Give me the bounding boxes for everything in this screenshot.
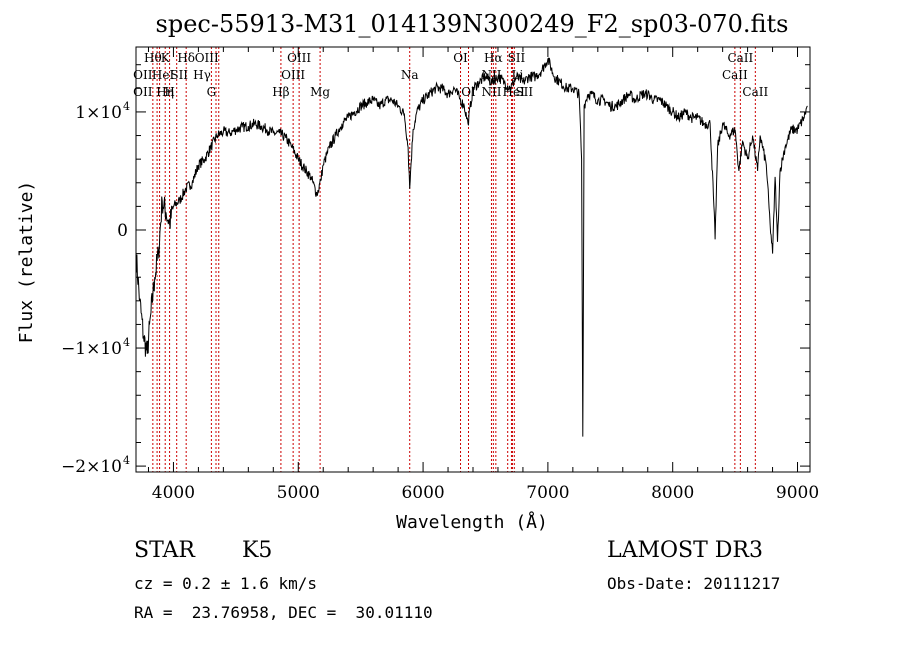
spectral-line-label: OIII (287, 51, 311, 65)
spectral-line-label: Hα (484, 51, 503, 65)
y-tick-label: 0 (117, 221, 128, 241)
spectral-line-markers (152, 47, 756, 472)
spectral-line-label: H (164, 85, 174, 99)
spectrum-series-line (135, 57, 808, 437)
spectral-line-label: Hη (156, 85, 174, 99)
x-tick-label: 9000 (776, 483, 819, 503)
spectral-line-label: Mg (310, 85, 330, 99)
spectral-line-label: OII (133, 68, 153, 82)
spectral-line-label: HeI (152, 68, 175, 82)
object-subclass: K5 (242, 538, 273, 563)
chart-title: spec-55913-M31_014139N300249_F2_sp03-070… (156, 10, 789, 38)
y-tick-exponent: 4 (123, 100, 130, 113)
spectral-line-label: Hθ (144, 51, 162, 65)
y-tick-label: −2×10 (61, 457, 122, 477)
x-axis-label: Wavelength (Å) (396, 511, 548, 533)
spectral-line-label: Na (401, 68, 419, 82)
redshift-value: cz = 0.2 ± 1.6 km/s (134, 574, 318, 593)
spectral-line-label: CaII (722, 68, 748, 82)
spectral-line-label: SII (170, 68, 188, 82)
spectral-line-label: OI (453, 51, 468, 65)
spectral-line-label: OIII (281, 68, 305, 82)
spectral-line-label: CaII (742, 85, 768, 99)
y-axis-label: Flux (relative) (16, 181, 37, 344)
spectral-line-label: CaII (727, 51, 753, 65)
x-tick-label: 5000 (277, 483, 320, 503)
spectral-line-label: OI (461, 85, 476, 99)
spectral-line-label: OIII (195, 51, 219, 65)
plot-frame (135, 46, 811, 473)
spectral-line-label: Hβ (272, 85, 289, 99)
spectral-line-label: NII (481, 85, 501, 99)
x-tick-label: 7000 (526, 483, 569, 503)
spectrum-chart: spec-55913-M31_014139N300249_F2_sp03-070… (16, 10, 819, 533)
spectral-line-label: Hδ (177, 51, 195, 65)
spectral-line-label: Hγ (193, 68, 211, 82)
spectral-line-label: SII (508, 51, 526, 65)
object-class: STAR (134, 538, 195, 563)
x-tick-label: 4000 (152, 483, 195, 503)
survey-name: LAMOST DR3 (607, 538, 763, 563)
y-tick-label: 1×10 (75, 103, 122, 123)
y-tick-label: −1×10 (61, 339, 122, 359)
spectral-line-label: SII (515, 85, 533, 99)
sky-coordinates: RA = 23.76958, DEC = 30.01110 (134, 603, 433, 622)
x-tick-label: 6000 (401, 483, 444, 503)
observation-date: Obs-Date: 20111217 (607, 574, 781, 593)
spectral-line-label: G (207, 85, 217, 99)
x-tick-label: 8000 (651, 483, 694, 503)
y-tick-exponent: 4 (123, 454, 130, 467)
y-tick-exponent: 4 (123, 336, 130, 349)
spectral-line-label: K (161, 51, 171, 65)
